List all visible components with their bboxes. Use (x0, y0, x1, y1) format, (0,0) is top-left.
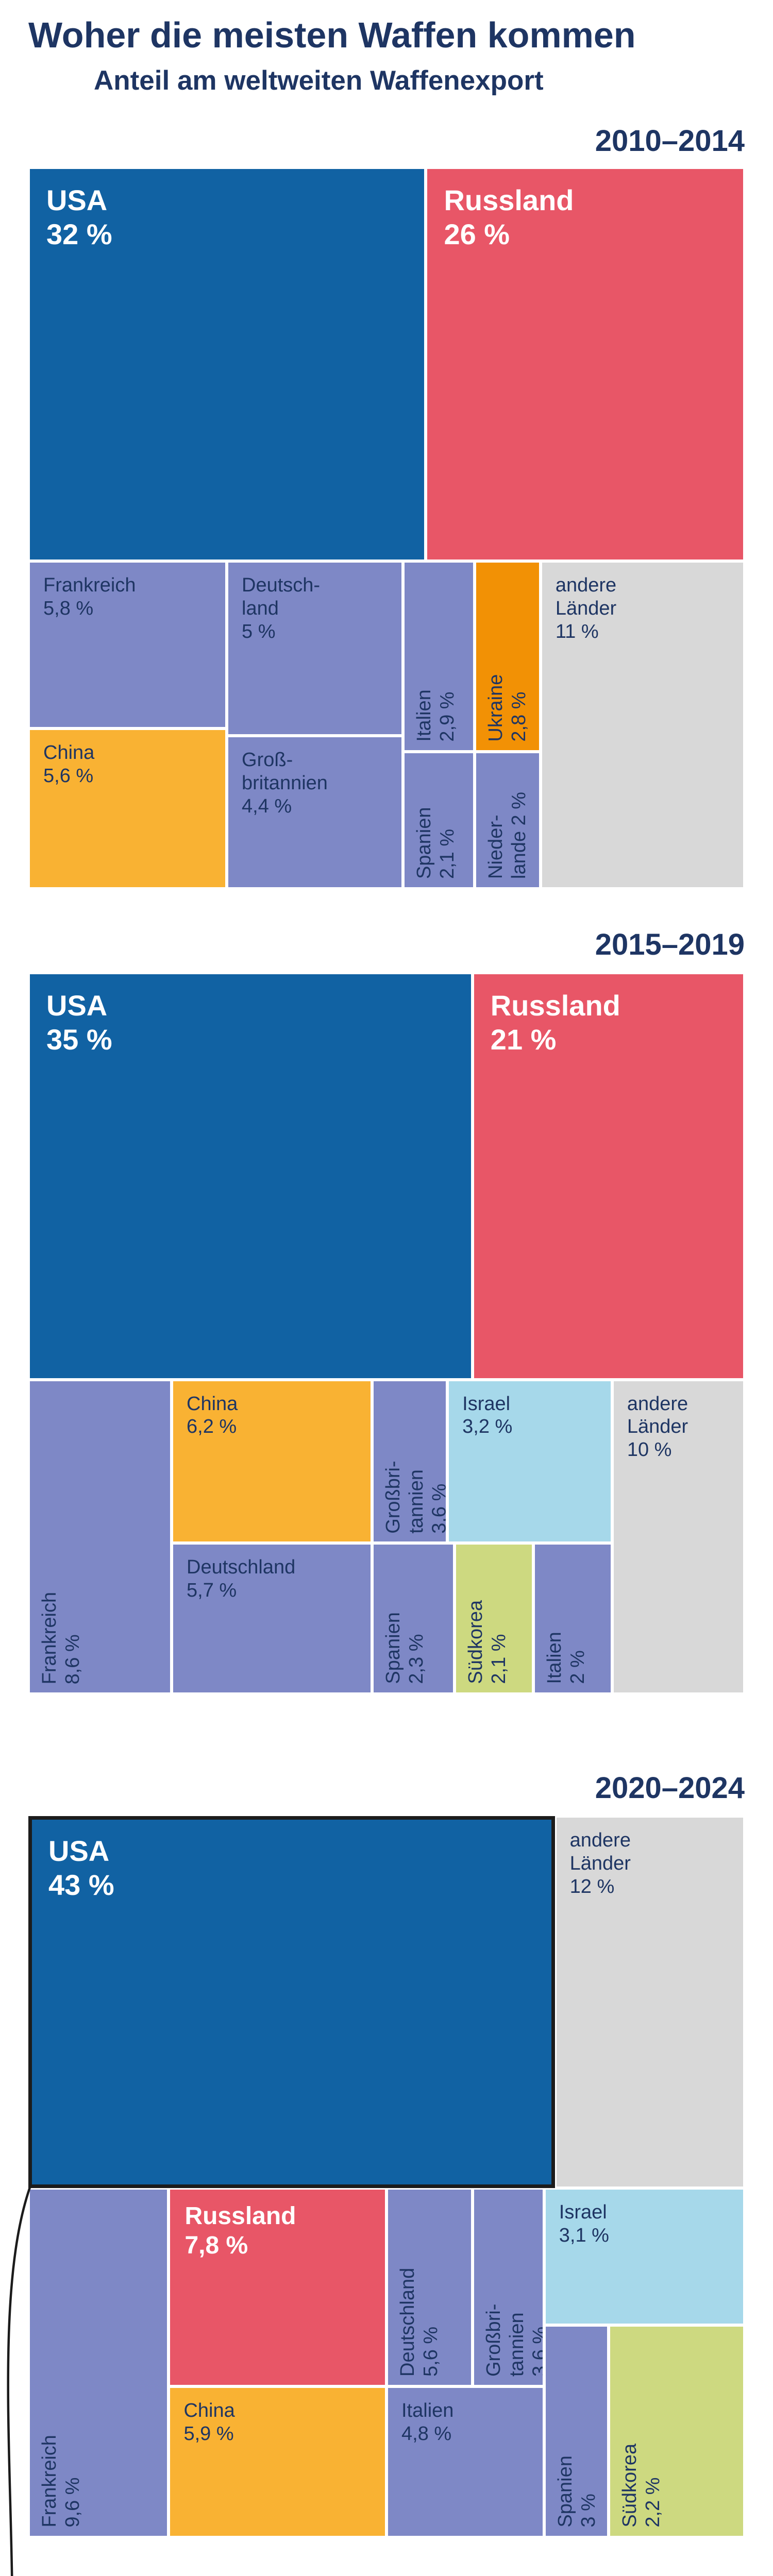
tile-china-label: China 6,2 % (187, 1393, 238, 1438)
tile-deutschland-label: Deutsch- land 5 % (242, 574, 321, 643)
tile-usa: USA 32 % (28, 167, 426, 562)
tile-frankreich: Frankreich 5,8 % (28, 561, 227, 729)
tile-china-label: China 5,9 % (183, 2400, 235, 2445)
tile-frankreich-label: Frankreich 8,6 % (39, 1591, 83, 1684)
tile-spanien: Spanien 2,1 % (402, 752, 475, 889)
tile-italien: Italien 4,8 % (386, 2386, 544, 2537)
tile-russland-label: Russland 26 % (444, 184, 574, 251)
tile-china: China 5,9 % (169, 2386, 386, 2537)
tile-frankreich: Frankreich 9,6 % (28, 2188, 169, 2537)
tile-usa: USA 35 % (28, 973, 473, 1380)
tile-italien: Italien 2,9 % (402, 561, 475, 752)
tile-grossbritannien-label: Groß- britannien 4,4 % (242, 749, 328, 817)
treemap-2020-2024: USA 43 % andere Länder 12 % Frankreich 9… (28, 1816, 745, 2537)
tile-grossbritannien-label: Großbri- tannien 3,6 % (382, 1460, 448, 1534)
tile-andere-laender: andere Länder 11 % (540, 561, 745, 889)
tile-suedkorea: Südkorea 2,2 % (608, 2325, 745, 2537)
tile-ukraine: Ukraine 2,8 % (474, 561, 541, 752)
tile-china: China 6,2 % (172, 1379, 373, 1544)
tile-usa-label: USA 43 % (48, 1835, 114, 1902)
tile-russland: Russland 26 % (426, 167, 745, 562)
tile-russland-label: Russland 7,8 % (184, 2202, 296, 2260)
tile-andere-laender-label: andere Länder 10 % (627, 1393, 688, 1461)
tile-china-label: China 5,6 % (43, 742, 95, 787)
tile-spanien-label: Spanien 3 % (554, 2455, 599, 2528)
tile-deutschland: Deutschland 5,6 % (386, 2188, 473, 2387)
tile-italien-label: Italien 2 % (543, 1632, 589, 1684)
tile-spanien-label: Spanien 2,3 % (382, 1612, 428, 1684)
tile-suedkorea-label: Südkorea 2,1 % (465, 1600, 510, 1684)
tile-usa-label: USA 32 % (46, 184, 112, 251)
tile-russland: Russland 7,8 % (169, 2188, 386, 2387)
tile-israel: Israel 3,1 % (544, 2188, 745, 2326)
tile-frankreich-label: Frankreich 9,6 % (39, 2435, 83, 2528)
heading-2020-2024: 2020–2024 (595, 1771, 745, 1805)
tile-israel: Israel 3,2 % (447, 1379, 612, 1544)
tile-usa-label: USA 35 % (46, 989, 112, 1056)
tile-china: China 5,6 % (28, 728, 227, 889)
tile-italien: Italien 2 % (533, 1543, 612, 1694)
tile-deutschland: Deutsch- land 5 % (227, 561, 403, 736)
tile-israel-label: Israel 3,1 % (559, 2201, 609, 2247)
tile-suedkorea-label: Südkorea 2,2 % (618, 2444, 664, 2528)
tile-grossbritannien: Großbri- tannien 3,6 % (372, 1379, 448, 1544)
tile-grossbritannien: Großbri- tannien 3,6 % (472, 2188, 544, 2387)
page-subtitle: Anteil am weltweiten Waffenexport (94, 65, 544, 96)
tile-italien-label: Italien 4,8 % (401, 2400, 454, 2445)
treemap-2010-2014: USA 32 % Russland 26 % Frankreich 5,8 % … (28, 167, 745, 889)
tile-frankreich: Frankreich 8,6 % (28, 1379, 172, 1694)
tile-spanien: Spanien 2,3 % (372, 1543, 455, 1694)
tile-suedkorea: Südkorea 2,1 % (455, 1543, 533, 1694)
tile-niederlande: Nieder- lande 2 % (474, 752, 541, 889)
tile-frankreich-label: Frankreich 5,8 % (43, 574, 136, 620)
tile-spanien-label: Spanien 2,1 % (413, 807, 458, 879)
tile-israel-label: Israel 3,2 % (462, 1393, 513, 1438)
tile-niederlande-label: Nieder- lande 2 % (484, 791, 530, 879)
tile-andere-laender: andere Länder 10 % (612, 1379, 745, 1694)
tile-andere-laender-label: andere Länder 12 % (569, 1829, 631, 1897)
tile-grossbritannien-label: Großbri- tannien 3,6 % (482, 2303, 544, 2377)
tile-russland-label: Russland 21 % (490, 989, 620, 1056)
tile-deutschland-label: Deutschland 5,6 % (397, 2268, 442, 2377)
tile-usa-highlighted: USA 43 % (28, 1816, 555, 2189)
tile-grossbritannien: Groß- britannien 4,4 % (227, 736, 403, 889)
tile-spanien: Spanien 3 % (544, 2325, 609, 2537)
tile-deutschland-label: Deutschland 5,7 % (187, 1556, 296, 1602)
page-title: Woher die meisten Waffen kommen (28, 15, 636, 55)
heading-2015-2019: 2015–2019 (595, 928, 745, 961)
tile-andere-laender: andere Länder 12 % (554, 1816, 745, 2189)
heading-2010-2014: 2010–2014 (595, 124, 745, 158)
treemap-2015-2019: USA 35 % Russland 21 % Frankreich 8,6 % … (28, 973, 745, 1694)
tile-andere-laender-label: andere Länder 11 % (555, 574, 617, 643)
tile-russland: Russland 21 % (472, 973, 745, 1380)
tile-ukraine-label: Ukraine 2,8 % (484, 674, 530, 742)
tile-italien-label: Italien 2,9 % (413, 689, 458, 742)
tile-deutschland: Deutschland 5,7 % (172, 1543, 373, 1694)
